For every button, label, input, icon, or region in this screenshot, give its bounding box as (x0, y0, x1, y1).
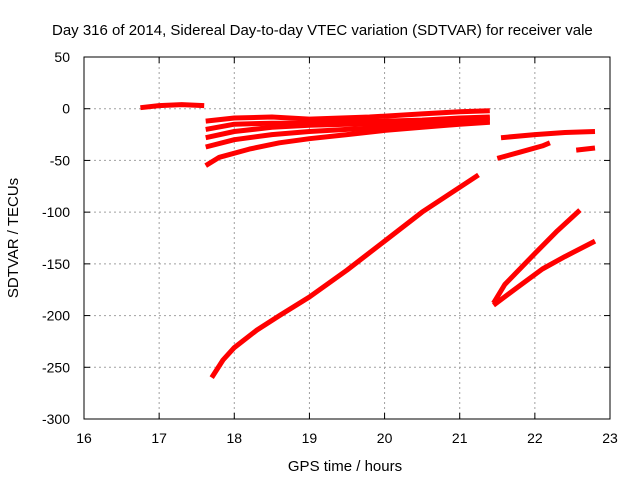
series-line-12 (575, 145, 596, 153)
plot-frame (83, 56, 611, 420)
y-tick-label: -250 (42, 359, 70, 375)
series-line-6 (204, 119, 490, 168)
series-line-11 (500, 129, 596, 141)
grid (84, 57, 610, 419)
tick-marks (83, 56, 611, 420)
x-tick-label: 21 (452, 430, 468, 446)
y-tick-label: -300 (42, 411, 70, 427)
y-tick-label: -150 (42, 256, 70, 272)
y-axis-label: SDTVAR / TECUs (5, 178, 22, 298)
x-tick-label: 19 (302, 430, 318, 446)
x-tick-label: 16 (76, 430, 92, 446)
y-tick-label: -200 (42, 308, 70, 324)
series-line-9 (492, 238, 597, 308)
series-line-7 (209, 172, 480, 379)
series-line-8 (491, 208, 582, 305)
x-tick-label: 23 (602, 430, 618, 446)
y-tick-label: 0 (62, 101, 70, 117)
x-tick-label: 17 (151, 430, 167, 446)
x-tick-labels: 16 17 18 19 20 21 22 23 (76, 430, 618, 446)
chart-title: Day 316 of 2014, Sidereal Day-to-day VTE… (52, 22, 593, 39)
x-tick-label: 18 (226, 430, 242, 446)
series-layer (140, 102, 597, 379)
series-line-2 (205, 108, 490, 124)
series-line-4 (205, 115, 490, 141)
x-tick-label: 20 (377, 430, 393, 446)
series-line-10 (496, 140, 551, 161)
x-axis-label: GPS time / hours (288, 458, 402, 475)
y-tick-label: 50 (54, 49, 70, 65)
y-tick-label: -100 (42, 204, 70, 220)
series-line-1 (140, 102, 205, 111)
x-tick-label: 22 (527, 430, 543, 446)
y-tick-label: -50 (50, 152, 70, 168)
y-tick-labels: 50 0 -50 -100 -150 -200 -250 -300 (42, 49, 70, 427)
